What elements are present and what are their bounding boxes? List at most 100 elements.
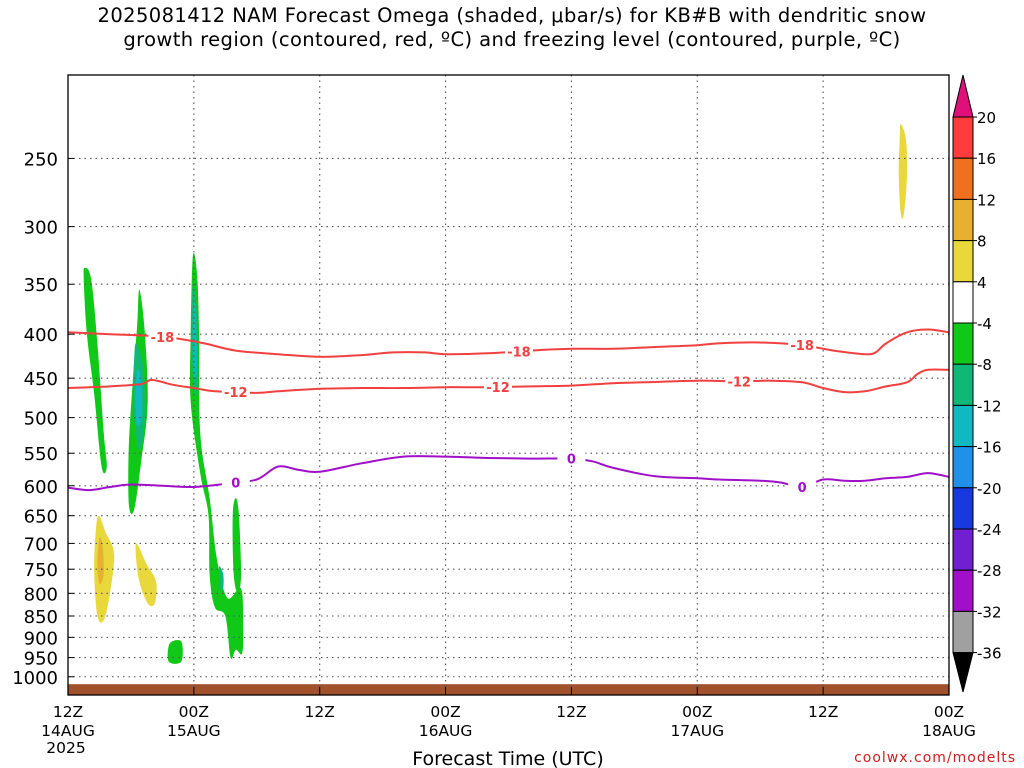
colorbar-arrow-top bbox=[952, 74, 974, 118]
contour-label-bg-0-1 bbox=[504, 344, 533, 359]
colorbar-label-5: -4 bbox=[977, 315, 992, 333]
colorbar: 20 16 12 8 4 -4 -8 -12 -16 -20 -24 -28 -32 -36 bbox=[952, 74, 1002, 693]
contour-label-bg-2-0 bbox=[221, 475, 250, 490]
contour-line--18 bbox=[67, 328, 950, 358]
surface-band bbox=[68, 684, 949, 695]
colorbar-swatch-9 bbox=[952, 487, 974, 530]
y-tick-label-250: 250 bbox=[24, 149, 58, 170]
plot-frame bbox=[67, 74, 950, 696]
omega-region-5 bbox=[232, 498, 242, 594]
credit-link[interactable]: coolwx.com/modelts bbox=[854, 750, 1016, 766]
y-tick-label-800: 800 bbox=[24, 584, 58, 605]
y-tick-label-1000: 1000 bbox=[12, 668, 58, 689]
x-tick-label-72: 12Z bbox=[808, 703, 838, 721]
y-tick-label-600: 600 bbox=[24, 477, 58, 498]
contour-label-2-1: 0 bbox=[567, 453, 576, 468]
x-tick-sublabel-0: 14AUG bbox=[41, 722, 95, 740]
y-tick-label-400: 400 bbox=[24, 325, 58, 346]
ground-surface bbox=[68, 684, 949, 695]
colorbar-swatch-8 bbox=[952, 446, 974, 489]
y-tick-label-550: 550 bbox=[24, 444, 58, 465]
x-tick-label-36: 00Z bbox=[430, 703, 460, 721]
colorbar-swatch-5 bbox=[952, 322, 974, 365]
colorbar-swatch-4 bbox=[952, 281, 974, 324]
omega-region-13 bbox=[898, 124, 908, 219]
colorbar-label-11: -28 bbox=[977, 562, 1002, 580]
omega-region-4 bbox=[189, 253, 244, 660]
x-tick-label-24: 12Z bbox=[305, 703, 335, 721]
contour-label-1-1: -12 bbox=[486, 381, 510, 396]
x-tick-label-60: 00Z bbox=[682, 703, 712, 721]
colorbar-label-12: -32 bbox=[977, 603, 1002, 621]
contour-label-0-0: -18 bbox=[151, 331, 175, 346]
y-axis: 2503003504004505005506006507007508008509… bbox=[12, 149, 74, 689]
colorbar-swatch-2 bbox=[952, 198, 974, 242]
y-tick-label-750: 750 bbox=[24, 560, 58, 581]
y-tick-label-700: 700 bbox=[24, 534, 58, 555]
y-tick-label-500: 500 bbox=[24, 409, 58, 430]
x-tick-sublabel-60: 17AUG bbox=[670, 722, 724, 740]
contour-line-0 bbox=[67, 455, 950, 492]
contour-label-bg-2-1 bbox=[557, 451, 586, 466]
omega-region-11 bbox=[97, 537, 104, 585]
colorbar-swatch-0 bbox=[952, 116, 974, 159]
colorbar-label-7: -12 bbox=[977, 397, 1002, 415]
colorbar-label-13: -36 bbox=[977, 645, 1002, 663]
contour-label-1-0: -12 bbox=[224, 386, 248, 401]
contour-label-bg-2-2 bbox=[788, 480, 817, 495]
contour-label-bg-1-1 bbox=[484, 380, 513, 395]
y-tick-label-850: 850 bbox=[24, 607, 58, 628]
colorbar-label-1: 16 bbox=[977, 150, 996, 168]
omega-region-12 bbox=[135, 543, 157, 607]
y-tick-label-900: 900 bbox=[24, 628, 58, 649]
grid-lines bbox=[68, 75, 949, 695]
contour-label-2-2: 0 bbox=[798, 481, 807, 496]
x-axis-label: Forecast Time (UTC) bbox=[412, 748, 603, 768]
colorbar-label-0: 20 bbox=[977, 109, 996, 127]
colorbar-swatch-6 bbox=[952, 363, 974, 406]
colorbar-swatch-10 bbox=[952, 528, 974, 571]
x-tick-sublabel-84: 18AUG bbox=[922, 722, 976, 740]
temperature-contours: -18 -18 -18 -12 -12 -12 0 0 0 bbox=[67, 328, 950, 496]
x-tick-sublabel-36: 16AUG bbox=[419, 722, 473, 740]
contour-label-0-2: -18 bbox=[790, 339, 814, 354]
chart-title-line2: growth region (contoured, red, ºC) and f… bbox=[123, 28, 901, 51]
omega-region-9 bbox=[167, 639, 183, 664]
colorbar-label-10: -24 bbox=[977, 521, 1002, 539]
y-tick-label-950: 950 bbox=[24, 649, 58, 670]
contour-label-bg-0-0 bbox=[148, 329, 177, 344]
x-tick-label-48: 12Z bbox=[556, 703, 586, 721]
contour-line--12 bbox=[67, 368, 950, 394]
colorbar-swatch-7 bbox=[952, 404, 974, 448]
contour-label-bg-1-0 bbox=[221, 385, 250, 400]
contour-label-1-2: -12 bbox=[727, 376, 751, 391]
y-tick-label-350: 350 bbox=[24, 275, 58, 296]
contour-label-2-0: 0 bbox=[231, 476, 240, 491]
colorbar-swatch-11 bbox=[952, 569, 974, 612]
y-tick-label-300: 300 bbox=[24, 218, 58, 239]
x-tick-sublabel-12: 15AUG bbox=[167, 722, 221, 740]
y-tick-label-450: 450 bbox=[24, 369, 58, 390]
x-tick-label-84: 00Z bbox=[934, 703, 964, 721]
colorbar-label-3: 8 bbox=[977, 233, 987, 251]
contour-label-bg-0-2 bbox=[788, 338, 817, 353]
omega-region-0 bbox=[83, 267, 107, 474]
colorbar-label-6: -8 bbox=[977, 356, 992, 374]
x-tick-label-0: 12Z bbox=[53, 703, 83, 721]
colorbar-swatch-1 bbox=[952, 157, 974, 200]
x-tick-year-0: 2025 bbox=[46, 739, 85, 757]
contour-label-bg-1-2 bbox=[725, 374, 754, 389]
contour-label-0-1: -18 bbox=[507, 345, 531, 360]
y-tick-label-650: 650 bbox=[24, 507, 58, 528]
chart-title-line1: 2025081412 NAM Forecast Omega (shaded, μ… bbox=[97, 4, 927, 27]
chart-title: 2025081412 NAM Forecast Omega (shaded, μ… bbox=[0, 4, 1024, 52]
omega-region-10 bbox=[94, 515, 115, 623]
colorbar-arrow-bottom bbox=[952, 652, 974, 693]
colorbar-swatch-12 bbox=[952, 610, 974, 654]
colorbar-label-2: 12 bbox=[977, 191, 996, 209]
colorbar-label-8: -16 bbox=[977, 439, 1002, 457]
x-tick-label-12: 00Z bbox=[179, 703, 209, 721]
colorbar-label-4: 4 bbox=[977, 274, 987, 292]
